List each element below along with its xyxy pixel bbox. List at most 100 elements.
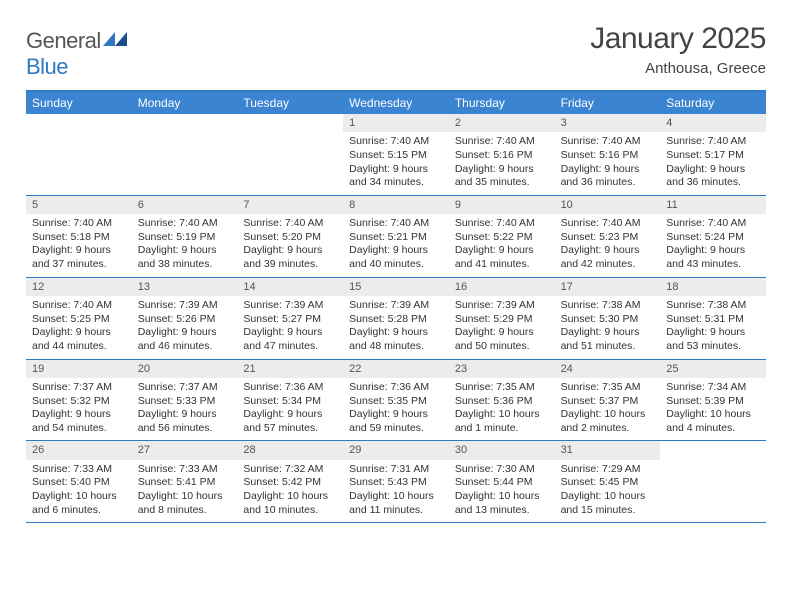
- day-cell: [26, 114, 132, 195]
- day-number: 17: [555, 278, 661, 296]
- day-body: Sunrise: 7:39 AMSunset: 5:29 PMDaylight:…: [449, 296, 555, 359]
- day-cell: 17Sunrise: 7:38 AMSunset: 5:30 PMDayligh…: [555, 278, 661, 359]
- day-body: Sunrise: 7:40 AMSunset: 5:17 PMDaylight:…: [660, 132, 766, 195]
- day-cell: 23Sunrise: 7:35 AMSunset: 5:36 PMDayligh…: [449, 360, 555, 441]
- day-info-line: Sunset: 5:34 PM: [243, 395, 337, 409]
- day-info-line: Daylight: 9 hours and 43 minutes.: [666, 244, 760, 271]
- day-number: 23: [449, 360, 555, 378]
- day-info-line: Sunset: 5:41 PM: [138, 476, 232, 490]
- day-info-line: Sunset: 5:45 PM: [561, 476, 655, 490]
- day-info-line: Sunset: 5:18 PM: [32, 231, 126, 245]
- day-number: 8: [343, 196, 449, 214]
- day-info-line: Daylight: 9 hours and 57 minutes.: [243, 408, 337, 435]
- day-info-line: Daylight: 10 hours and 2 minutes.: [561, 408, 655, 435]
- day-info-line: Sunrise: 7:40 AM: [138, 217, 232, 231]
- title-block: January 2025 Anthousa, Greece: [590, 22, 766, 77]
- day-info-line: Daylight: 9 hours and 59 minutes.: [349, 408, 443, 435]
- day-info-line: Sunrise: 7:40 AM: [561, 135, 655, 149]
- day-number: 21: [237, 360, 343, 378]
- day-info-line: Sunset: 5:37 PM: [561, 395, 655, 409]
- day-info-line: Daylight: 9 hours and 48 minutes.: [349, 326, 443, 353]
- calendar-grid: Sunday Monday Tuesday Wednesday Thursday…: [26, 90, 766, 523]
- day-number: 3: [555, 114, 661, 132]
- day-info-line: Daylight: 10 hours and 10 minutes.: [243, 490, 337, 517]
- day-body: Sunrise: 7:32 AMSunset: 5:42 PMDaylight:…: [237, 460, 343, 523]
- day-body: Sunrise: 7:39 AMSunset: 5:27 PMDaylight:…: [237, 296, 343, 359]
- day-info-line: Sunset: 5:15 PM: [349, 149, 443, 163]
- day-body: Sunrise: 7:30 AMSunset: 5:44 PMDaylight:…: [449, 460, 555, 523]
- brand-word2: Blue: [26, 54, 68, 79]
- day-number: 19: [26, 360, 132, 378]
- day-number: [237, 114, 343, 132]
- day-number: [660, 441, 766, 459]
- day-info-line: Sunset: 5:28 PM: [349, 313, 443, 327]
- day-body: Sunrise: 7:40 AMSunset: 5:19 PMDaylight:…: [132, 214, 238, 277]
- day-info-line: Sunrise: 7:40 AM: [243, 217, 337, 231]
- day-cell: 9Sunrise: 7:40 AMSunset: 5:22 PMDaylight…: [449, 196, 555, 277]
- day-cell: 5Sunrise: 7:40 AMSunset: 5:18 PMDaylight…: [26, 196, 132, 277]
- day-info-line: Daylight: 9 hours and 51 minutes.: [561, 326, 655, 353]
- day-body: Sunrise: 7:29 AMSunset: 5:45 PMDaylight:…: [555, 460, 661, 523]
- day-cell: 24Sunrise: 7:35 AMSunset: 5:37 PMDayligh…: [555, 360, 661, 441]
- day-info-line: Sunrise: 7:39 AM: [243, 299, 337, 313]
- dow-header-row: Sunday Monday Tuesday Wednesday Thursday…: [26, 92, 766, 114]
- day-cell: 16Sunrise: 7:39 AMSunset: 5:29 PMDayligh…: [449, 278, 555, 359]
- day-info-line: Daylight: 10 hours and 6 minutes.: [32, 490, 126, 517]
- day-body: Sunrise: 7:33 AMSunset: 5:40 PMDaylight:…: [26, 460, 132, 523]
- day-body: Sunrise: 7:40 AMSunset: 5:24 PMDaylight:…: [660, 214, 766, 277]
- day-info-line: Sunrise: 7:40 AM: [32, 217, 126, 231]
- day-info-line: Sunrise: 7:30 AM: [455, 463, 549, 477]
- page-title: January 2025: [590, 22, 766, 56]
- day-number: 18: [660, 278, 766, 296]
- day-body: Sunrise: 7:40 AMSunset: 5:20 PMDaylight:…: [237, 214, 343, 277]
- brand-word1: General: [26, 28, 101, 53]
- brand-logo: GeneralBlue: [26, 28, 129, 80]
- week-row: 26Sunrise: 7:33 AMSunset: 5:40 PMDayligh…: [26, 441, 766, 523]
- day-number: 2: [449, 114, 555, 132]
- day-cell: 10Sunrise: 7:40 AMSunset: 5:23 PMDayligh…: [555, 196, 661, 277]
- day-info-line: Daylight: 9 hours and 44 minutes.: [32, 326, 126, 353]
- day-cell: 20Sunrise: 7:37 AMSunset: 5:33 PMDayligh…: [132, 360, 238, 441]
- day-body: Sunrise: 7:34 AMSunset: 5:39 PMDaylight:…: [660, 378, 766, 441]
- day-number: 4: [660, 114, 766, 132]
- day-info-line: Sunrise: 7:40 AM: [349, 217, 443, 231]
- day-info-line: Sunrise: 7:37 AM: [138, 381, 232, 395]
- day-info-line: Sunrise: 7:32 AM: [243, 463, 337, 477]
- day-body: Sunrise: 7:39 AMSunset: 5:28 PMDaylight:…: [343, 296, 449, 359]
- week-row: 1Sunrise: 7:40 AMSunset: 5:15 PMDaylight…: [26, 114, 766, 196]
- day-info-line: Sunrise: 7:39 AM: [138, 299, 232, 313]
- day-cell: 30Sunrise: 7:30 AMSunset: 5:44 PMDayligh…: [449, 441, 555, 522]
- day-info-line: Daylight: 9 hours and 37 minutes.: [32, 244, 126, 271]
- day-info-line: Daylight: 9 hours and 38 minutes.: [138, 244, 232, 271]
- day-info-line: Sunrise: 7:39 AM: [455, 299, 549, 313]
- location-text: Anthousa, Greece: [590, 60, 766, 77]
- dow-cell: Friday: [555, 92, 661, 114]
- day-number: 29: [343, 441, 449, 459]
- day-cell: 21Sunrise: 7:36 AMSunset: 5:34 PMDayligh…: [237, 360, 343, 441]
- day-cell: 4Sunrise: 7:40 AMSunset: 5:17 PMDaylight…: [660, 114, 766, 195]
- day-info-line: Sunset: 5:35 PM: [349, 395, 443, 409]
- day-cell: 27Sunrise: 7:33 AMSunset: 5:41 PMDayligh…: [132, 441, 238, 522]
- day-info-line: Sunrise: 7:35 AM: [561, 381, 655, 395]
- brand-mark-icon: [101, 28, 129, 46]
- day-number: 11: [660, 196, 766, 214]
- day-body: Sunrise: 7:40 AMSunset: 5:16 PMDaylight:…: [449, 132, 555, 195]
- day-info-line: Sunset: 5:19 PM: [138, 231, 232, 245]
- day-body: Sunrise: 7:35 AMSunset: 5:36 PMDaylight:…: [449, 378, 555, 441]
- day-info-line: Sunset: 5:25 PM: [32, 313, 126, 327]
- day-info-line: Daylight: 10 hours and 8 minutes.: [138, 490, 232, 517]
- day-cell: 3Sunrise: 7:40 AMSunset: 5:16 PMDaylight…: [555, 114, 661, 195]
- day-body: Sunrise: 7:36 AMSunset: 5:35 PMDaylight:…: [343, 378, 449, 441]
- day-info-line: Sunset: 5:23 PM: [561, 231, 655, 245]
- day-info-line: Daylight: 9 hours and 42 minutes.: [561, 244, 655, 271]
- day-cell: [660, 441, 766, 522]
- day-cell: 29Sunrise: 7:31 AMSunset: 5:43 PMDayligh…: [343, 441, 449, 522]
- dow-cell: Wednesday: [343, 92, 449, 114]
- dow-cell: Sunday: [26, 92, 132, 114]
- day-body: Sunrise: 7:40 AMSunset: 5:21 PMDaylight:…: [343, 214, 449, 277]
- day-body: [26, 132, 132, 140]
- day-info-line: Sunset: 5:17 PM: [666, 149, 760, 163]
- day-body: Sunrise: 7:40 AMSunset: 5:18 PMDaylight:…: [26, 214, 132, 277]
- day-info-line: Sunrise: 7:40 AM: [666, 135, 760, 149]
- day-info-line: Sunrise: 7:36 AM: [349, 381, 443, 395]
